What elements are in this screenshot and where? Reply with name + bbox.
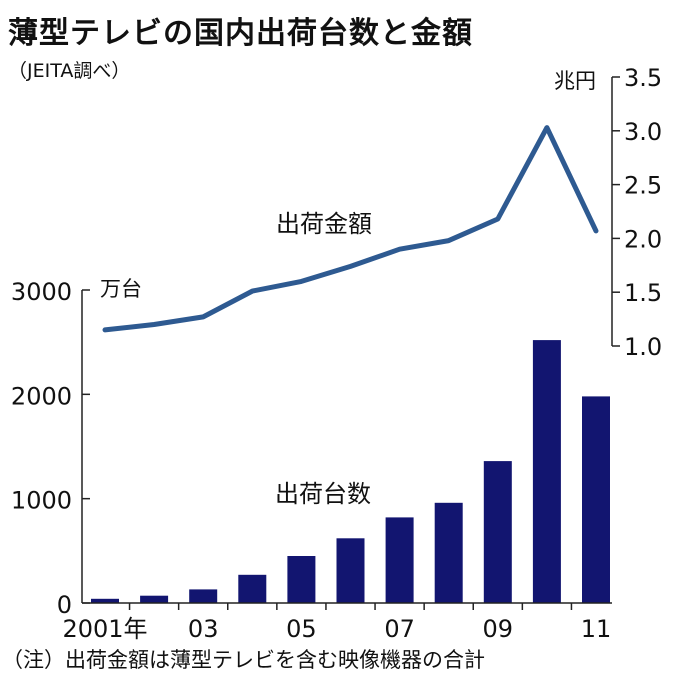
right-tick-label-4: 3.0 [624,118,662,146]
bar-2007 [385,517,414,603]
left-tick-label-1000: 1000 [11,487,72,515]
x-tick-label-2003: 03 [188,615,219,643]
bar-series-label: 出荷台数 [275,480,371,508]
right-tick-label-0: 1.0 [624,333,662,361]
axes-layer: 0 1000 2000 3000 1.0 1.5 2.0 2.5 3.0 3.5 2001年 03 05… [11,64,662,643]
bar-2008 [434,502,463,603]
bar-2002 [140,595,169,603]
left-axis-unit: 万台 [100,277,142,301]
bar-2005 [287,556,316,603]
right-tick-label-1: 1.5 [624,279,662,307]
bar-2003 [189,589,218,603]
chart-title: 薄型テレビの国内出荷台数と金額 [8,16,473,51]
right-axis-unit: 兆円 [554,69,596,93]
x-tick-label-2009: 09 [483,615,514,643]
bar-2006 [336,538,365,603]
chart-note: （注）出荷金額は薄型テレビを含む映像機器の合計 [2,648,485,672]
bar-2011 [582,396,610,603]
bars-layer [91,340,610,603]
x-tick-label-2011: 11 [581,615,612,643]
right-tick-label-2: 2.0 [624,225,662,253]
x-tick-label-2007: 07 [384,615,415,643]
left-tick-label-0: 0 [57,591,72,619]
x-tick-label-2005: 05 [286,615,317,643]
chart-source: （JEITA調べ） [8,60,131,82]
left-tick-label-3000: 3000 [11,278,72,306]
right-tick-label-3: 2.5 [624,172,662,200]
bar-2001 [91,598,119,603]
left-tick-label-2000: 2000 [11,382,72,410]
bar-2010 [532,340,561,603]
right-tick-label-5: 3.5 [624,64,662,92]
x-tick-label-2001: 2001年 [62,615,147,643]
line-series-label: 出荷金額 [276,210,372,238]
bar-2004 [238,574,267,603]
bar-2009 [483,461,512,603]
line-layer [102,125,599,333]
